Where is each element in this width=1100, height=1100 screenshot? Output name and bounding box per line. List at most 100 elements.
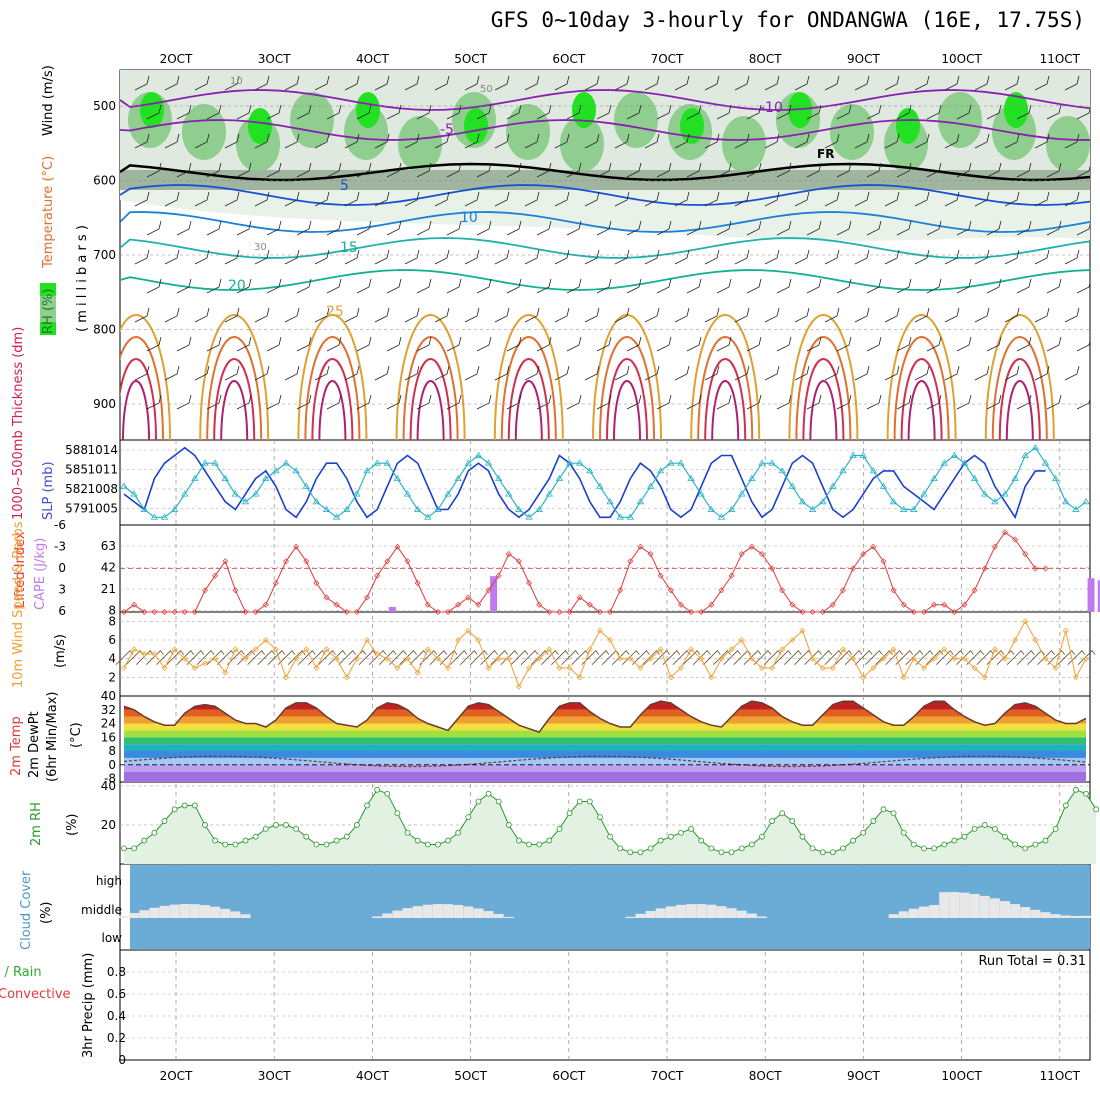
wind-barb xyxy=(1064,75,1080,91)
wind-barb xyxy=(296,162,312,178)
upper-ytick: 900 xyxy=(93,397,116,411)
li-point xyxy=(515,558,522,565)
wind-barb xyxy=(1034,249,1050,265)
wind-barb xyxy=(194,191,210,207)
wind-barb xyxy=(914,133,930,149)
thickness-point xyxy=(565,459,574,466)
cloud-mid-bar xyxy=(483,911,494,918)
wind-barb xyxy=(206,394,222,410)
li-point xyxy=(374,572,381,579)
wind-speed-point xyxy=(546,646,553,653)
wind-barb xyxy=(176,104,192,120)
rh2m-point xyxy=(252,833,259,840)
temp-band xyxy=(124,709,1086,717)
cape-bar xyxy=(1097,580,1100,612)
wind-barb-10m xyxy=(915,650,934,665)
rh2m-point xyxy=(1012,841,1019,848)
wind-barb xyxy=(614,249,630,265)
wind-speed-point xyxy=(819,665,826,671)
wind-barb-10m xyxy=(996,650,1015,665)
wind-barb xyxy=(926,278,942,294)
li-point xyxy=(445,609,452,615)
wind-barb xyxy=(524,133,540,149)
wind-barb xyxy=(206,278,222,294)
wind-barb xyxy=(596,278,612,294)
wind-barb xyxy=(1046,394,1062,410)
wind-barb xyxy=(254,307,270,323)
wind-speed-point xyxy=(566,665,573,671)
wind-barb-10m xyxy=(379,650,397,665)
wind-barb xyxy=(494,133,510,149)
thickness-point xyxy=(474,451,483,458)
wind-speed-point xyxy=(445,665,452,671)
rh2m-point xyxy=(181,802,188,809)
wind-barb xyxy=(194,133,210,149)
rh-band-lower xyxy=(120,190,1090,241)
wind-speed-point xyxy=(374,651,381,657)
wind-barb xyxy=(284,191,300,207)
wind-barb xyxy=(656,394,672,410)
wind-barb xyxy=(734,307,750,323)
wind-barb xyxy=(1016,162,1032,178)
wind-barb xyxy=(554,75,570,91)
li-line xyxy=(123,531,1046,613)
freezing-level-line xyxy=(120,162,1090,182)
wind-barb xyxy=(296,278,312,294)
cloud-mid-bar xyxy=(149,907,160,918)
thickness-point xyxy=(413,505,422,512)
ylabel-rh2m: 2m RH (%) xyxy=(29,802,80,846)
wind-barb xyxy=(326,278,342,294)
wind-barb xyxy=(386,104,402,120)
thickness-point xyxy=(1051,474,1060,482)
wind-barb-10m xyxy=(328,650,346,665)
wind-barb-10m xyxy=(865,650,883,665)
wind-speed-point xyxy=(758,665,765,671)
thickness-point xyxy=(191,474,199,482)
wind-barb xyxy=(224,75,240,91)
wind-barb xyxy=(224,133,240,149)
wind-barb-10m xyxy=(834,650,853,665)
thickness-tick: 582 xyxy=(65,482,88,496)
li-point xyxy=(485,587,492,594)
wind-barb-10m xyxy=(510,650,529,665)
wind-speed-point xyxy=(1022,618,1029,625)
slp-line xyxy=(123,446,1046,520)
isotherm-warm xyxy=(991,336,1048,440)
isotherm-warm xyxy=(311,358,354,440)
thickness-point xyxy=(758,459,766,466)
wind-barb-10m xyxy=(561,650,579,665)
li-point xyxy=(313,580,320,586)
cloud-mid-bar xyxy=(503,916,514,918)
wind-barb xyxy=(584,75,600,91)
ylabel-upper: RH (%) Temperature (°C) Wind (m/s) ( m i… xyxy=(40,65,90,335)
wind-barb xyxy=(1034,191,1050,207)
wind-barb xyxy=(1004,249,1020,265)
wind-barb xyxy=(656,336,672,352)
rh2m-area xyxy=(124,789,1097,864)
rh2m-point xyxy=(860,829,867,836)
wind-barb xyxy=(734,191,750,207)
wind-barb xyxy=(734,365,750,381)
thickness-point xyxy=(930,474,938,482)
temp-band xyxy=(124,716,1086,724)
isotherm-label: 20 xyxy=(228,278,246,294)
wind-barb xyxy=(356,104,372,120)
wind-barb xyxy=(656,220,672,236)
rh2m-point xyxy=(597,814,603,821)
wind-barb-10m xyxy=(571,650,590,665)
li-point xyxy=(505,551,512,557)
wind-barb-10m xyxy=(844,650,863,665)
thickness-point xyxy=(211,459,219,466)
rh-blob xyxy=(182,104,226,160)
wind-speed-point xyxy=(779,646,786,653)
wind-barb xyxy=(494,249,510,265)
wind-speed-point xyxy=(333,655,340,662)
thickness-point xyxy=(343,505,351,512)
wind-barb xyxy=(416,278,432,294)
wind-barb xyxy=(884,249,900,265)
wind-barb xyxy=(194,249,210,265)
wind-barb xyxy=(464,75,480,91)
wind-barb xyxy=(674,249,690,265)
wind-barb-10m xyxy=(692,650,711,665)
date-label-bottom: 11OCT xyxy=(1040,1069,1081,1083)
